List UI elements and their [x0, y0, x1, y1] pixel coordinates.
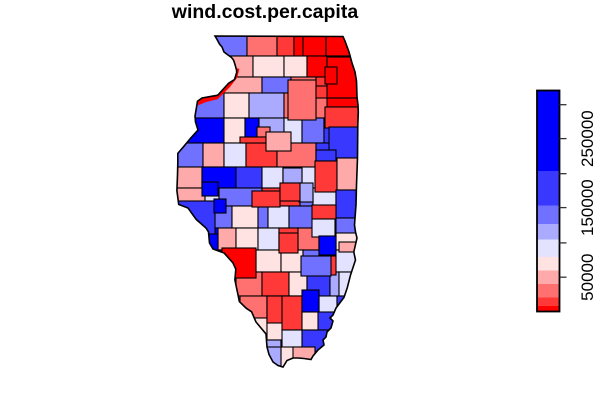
- svg-text:50000: 50000: [578, 254, 597, 301]
- svg-text:150000: 150000: [578, 179, 597, 236]
- svg-text:250000: 250000: [578, 110, 597, 167]
